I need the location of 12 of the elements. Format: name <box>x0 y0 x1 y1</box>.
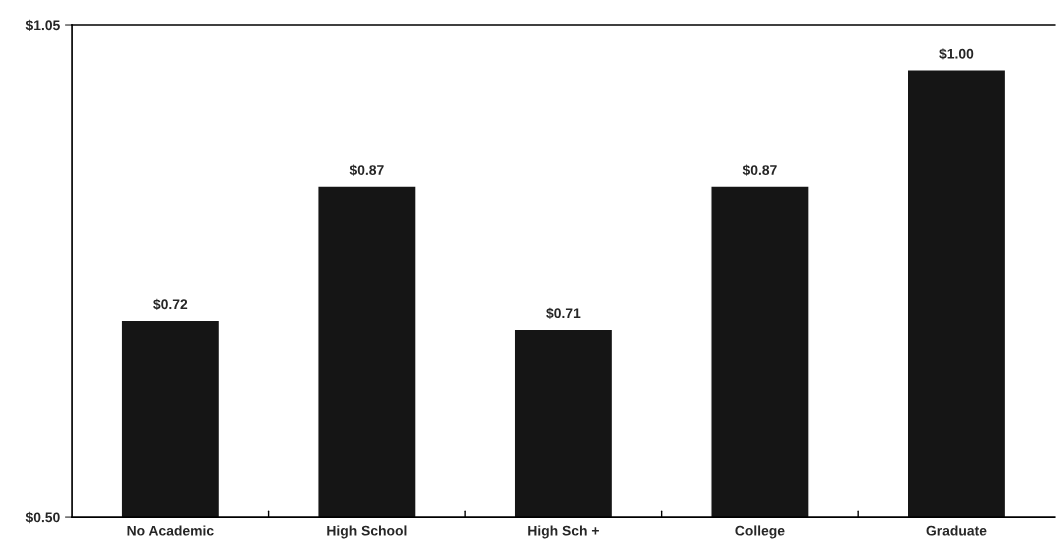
x-tick-label: High School <box>327 525 407 539</box>
y-tick-label: $0.50 <box>25 511 60 524</box>
data-label: $0.72 <box>153 298 188 311</box>
data-label: $0.71 <box>546 307 581 320</box>
y-tick-label: $1.05 <box>25 19 60 32</box>
data-label: $1.00 <box>939 48 974 60</box>
data-label: $0.87 <box>742 164 777 176</box>
data-label: $0.87 <box>349 164 384 176</box>
x-tick-label: Graduate <box>926 525 987 536</box>
x-tick-label: College <box>735 525 785 539</box>
x-tick-label: No Academic <box>127 525 214 536</box>
x-tick-label: High Sch + <box>528 525 599 539</box>
